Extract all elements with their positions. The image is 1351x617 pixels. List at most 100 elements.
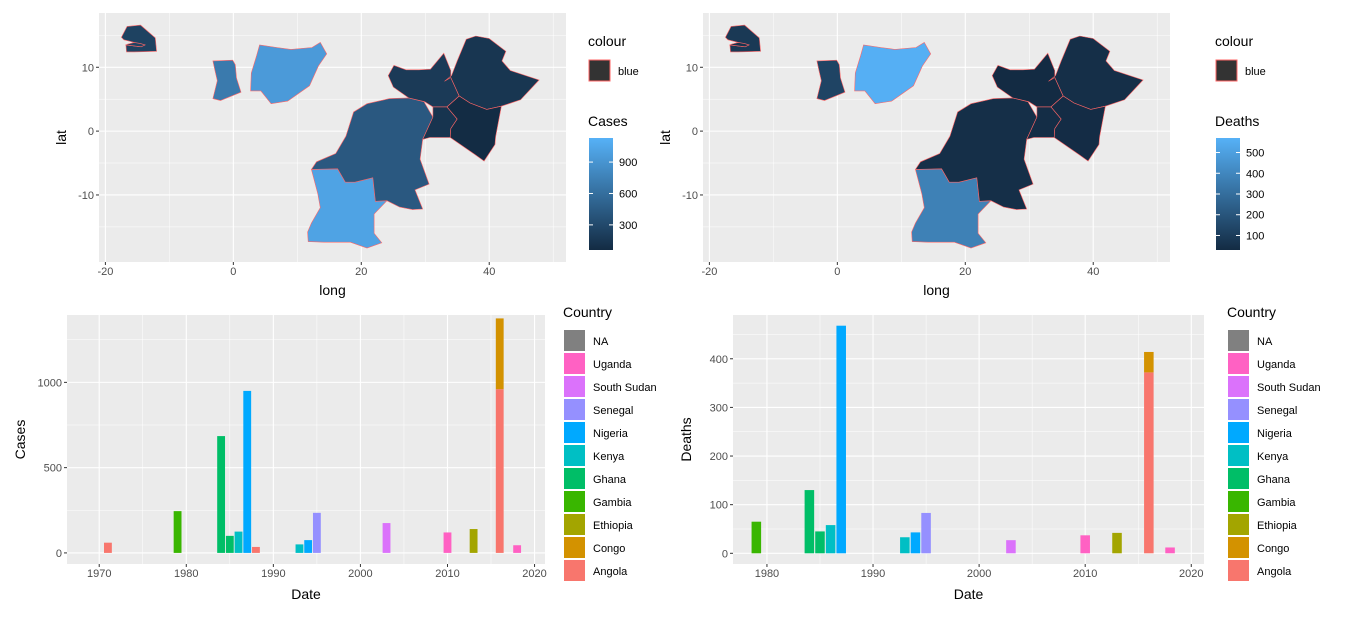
deaths-map-colorbar-label: 500 [1246,148,1264,160]
deaths-map-region-nigeria [854,41,932,105]
deaths-map-y-tick-label: -10 [682,190,698,202]
deaths-bar-legend-key [1228,537,1249,558]
deaths-map-region-gambia [728,42,750,48]
deaths-bar-bar-1985-ghana [815,531,825,554]
cases-bar-y-tick-label: 500 [44,463,62,475]
cases-bar-x-tick-label: 1980 [174,568,198,580]
cases-bar-legend-key [564,468,585,489]
cases-map-outline-legend-key [588,59,611,82]
cases-bar-y-tick-label: 1000 [38,377,62,389]
cases-map-region-gambia [124,42,146,48]
deaths-bar-legend-key [1228,422,1249,443]
deaths-map-colorbar-label: 300 [1246,189,1264,201]
cases-bar-legend-label: South Sudan [593,382,657,394]
cases-bar-bar-2016-congo [495,318,504,390]
cases-bar-bar-2013-ethiopia [469,529,478,553]
deaths-bar-x-tick-label: 1990 [861,568,885,580]
deaths-map-region-ghana [816,59,846,101]
deaths-bar-y-axis-title: Deaths [678,417,694,461]
deaths-bar-bar-1993-kenya [900,537,910,554]
cases-map-colorbar-label: 900 [619,157,637,169]
cases-bar-legend-label: Kenya [593,451,625,463]
cases-bar-legend-key [564,537,585,558]
deaths-bar-legend-label: Kenya [1257,451,1289,463]
cases-map-y-axis-title: lat [53,130,69,145]
cases-bar-y-axis-title: Cases [12,420,28,460]
cases-bar-bar-2016-angola [495,389,504,553]
deaths-map-region-senegal [725,24,761,53]
deaths-map-x-tick-label: 0 [834,266,840,278]
deaths-map-fill-legend-title: Deaths [1215,113,1259,129]
cases-bar-x-tick-label: 1970 [87,568,111,580]
cases-bar-bar-2003-south-sudan [382,523,391,553]
deaths-bar-legend-key [1228,330,1249,351]
deaths-map-x-tick-label: 20 [959,266,971,278]
deaths-bar-y-tick-label: 100 [710,500,728,512]
cases-map-outline-legend-title: colour [588,33,626,49]
deaths-bar-legend-key [1228,445,1249,466]
cases-bar-bar-2018-uganda [513,545,522,553]
cases-bar-x-tick-label: 1990 [261,568,285,580]
deaths-map-outline-legend-title: colour [1215,33,1253,49]
deaths-map-outline-legend-key [1215,59,1238,82]
cases-bar-legend-title: Country [563,304,612,320]
deaths-bar-bar-1987-nigeria [836,325,846,554]
cases-bar-legend-key [564,422,585,443]
deaths-bar-legend-label: Gambia [1257,497,1296,509]
deaths-bar-legend-label: Nigeria [1257,428,1293,440]
deaths-bar-legend-label: Congo [1257,543,1289,555]
cases-bar-bar-1979-gambia [173,511,182,553]
cases-map-x-tick-label: 20 [355,266,367,278]
deaths-map-x-tick-label: 40 [1087,266,1099,278]
cases-map-fill-legend-title: Cases [588,113,628,129]
cases-bar-legend-label: Senegal [593,405,633,417]
deaths-bar-legend-label: Ethiopia [1257,520,1298,532]
deaths-map-x-tick-label: -20 [701,266,717,278]
cases-bar-bar-1993-kenya [295,544,304,553]
cases-bar-legend-key [564,376,585,397]
cases-bar-bar-1995-senegal [312,512,321,553]
cases-map-region-ghana [212,59,242,101]
deaths-bar-x-tick-label: 2000 [967,568,991,580]
deaths-map-region-congo [914,97,1038,210]
cases-bar-bar-2010-uganda [443,532,452,553]
deaths-bar-panel-background [733,315,1204,564]
cases-bar-legend-label: Nigeria [593,428,629,440]
deaths-map-y-tick-label: 0 [692,126,698,138]
deaths-bar-bar-2013-ethiopia [1112,532,1122,554]
deaths-bar-legend-key [1228,468,1249,489]
cases-bar-legend-label: Angola [593,566,628,578]
cases-bar-y-tick-label: 0 [56,548,62,560]
cases-bar-legend-key [564,330,585,351]
cases-map-y-tick-label: -10 [78,190,94,202]
deaths-bar-x-tick-label: 2020 [1179,568,1203,580]
cases-bar-legend-key [564,445,585,466]
cases-map-x-tick-label: -20 [97,266,113,278]
deaths-bar-bar-2016-angola [1144,372,1154,554]
cases-bar-bar-1984-ghana [217,436,226,553]
cases-map-colorbar-label: 600 [619,188,637,200]
cases-bar-legend-key [564,491,585,512]
deaths-map-x-axis-title: long [923,282,949,298]
cases-bar-panel-background [67,315,545,564]
deaths-bar-legend-key [1228,514,1249,535]
deaths-map-y-axis-title: lat [657,130,673,145]
deaths-bar-legend-title: Country [1227,304,1276,320]
deaths-bar-x-tick-label: 2010 [1073,568,1097,580]
cases-bar-x-axis-title: Date [291,586,321,602]
cases-bar-bar-1986-kenya [234,531,243,553]
cases-map-colorbar [589,138,613,250]
cases-map-x-tick-label: 40 [483,266,495,278]
deaths-bar-legend-key [1228,376,1249,397]
deaths-bar-bar-1995-senegal [921,512,931,554]
cases-bar-legend-key [564,353,585,374]
cases-map-region-nigeria [250,41,328,105]
deaths-bar-y-tick-label: 200 [710,451,728,463]
deaths-bar-bar-2018-uganda [1165,547,1175,554]
deaths-map-y-tick-label: 10 [686,62,698,74]
deaths-bar-bar-2016-congo [1144,351,1154,373]
cases-bar-legend-label: Congo [593,543,625,555]
cases-bar-x-tick-label: 2020 [522,568,546,580]
cases-bar-legend-label: Ghana [593,474,627,486]
